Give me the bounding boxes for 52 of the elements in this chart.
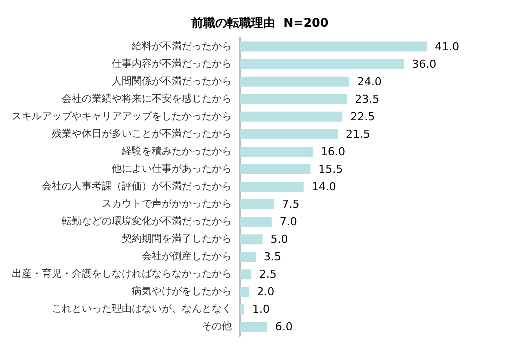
- bar: [240, 112, 343, 122]
- bar: [240, 94, 348, 104]
- bar: [240, 129, 338, 140]
- bar: [240, 217, 272, 228]
- y-tick-label: 転勤などの環境変化が不満だったから: [62, 216, 232, 228]
- bar: [240, 270, 252, 280]
- y-tick-label: 残業や休日が多いことが不満だったから: [52, 128, 232, 140]
- data-label: 5.0: [270, 233, 288, 246]
- data-label: 14.0: [312, 180, 336, 194]
- bar: [240, 146, 313, 157]
- data-label: 15.5: [318, 162, 344, 176]
- bar: [240, 76, 350, 87]
- bar: [240, 42, 427, 52]
- data-label: 2.0: [257, 286, 275, 299]
- bar: [240, 252, 256, 262]
- data-label: 7.0: [280, 216, 298, 229]
- bar: [240, 304, 245, 315]
- y-tick-label: 出産・育児・介護をしなければならなかったから: [12, 268, 232, 280]
- data-label: 23.5: [355, 92, 380, 106]
- y-tick-label: その他: [202, 320, 232, 333]
- data-label: 21.5: [346, 128, 371, 141]
- data-label: 3.5: [264, 250, 282, 264]
- bar: [240, 200, 274, 210]
- data-label: 41.0: [434, 40, 460, 54]
- y-tick-label: 給料が不満だったから: [131, 40, 232, 52]
- y-tick-label: 病気やけがをしたから: [132, 286, 232, 298]
- y-tick-label: これといった理由はないが、なんとなく: [52, 303, 232, 316]
- y-tick-label: 会社が倒産したから: [142, 250, 232, 263]
- bar: [240, 287, 250, 298]
- bar: [240, 234, 263, 245]
- bar: [240, 322, 268, 332]
- bar: [240, 164, 311, 174]
- data-label: 36.0: [412, 58, 437, 71]
- bar: [240, 182, 304, 192]
- data-label: 7.5: [282, 198, 300, 212]
- y-tick-label: 経験を積みたかったから: [121, 145, 232, 158]
- y-tick-label: 会社の業績や将来に不安を感じたから: [62, 92, 232, 105]
- y-tick-label: 契約期間を満了したから: [122, 233, 232, 246]
- y-tick-label: 会社の人事考課（評価）が不満だったから: [42, 180, 232, 192]
- data-label: 6.0: [275, 320, 293, 334]
- y-tick-label: 仕事内容が不満だったから: [112, 58, 232, 70]
- data-label: 2.5: [259, 268, 277, 282]
- data-label: 22.5: [350, 110, 376, 124]
- data-label: 16.0: [320, 145, 346, 158]
- y-tick-label: スキルアップやキャリアアップをしたかったから: [12, 110, 232, 122]
- y-tick-label: 他によい仕事があったから: [112, 162, 232, 175]
- bar: [240, 59, 404, 70]
- data-label: 24.0: [357, 75, 382, 88]
- data-label: 1.0: [252, 303, 270, 316]
- chart-title: 前職の転職理由 N=200: [190, 16, 329, 30]
- y-tick-label: スカウトで声がかかったから: [102, 198, 232, 210]
- y-tick-label: 人間関係が不満だったから: [112, 75, 232, 88]
